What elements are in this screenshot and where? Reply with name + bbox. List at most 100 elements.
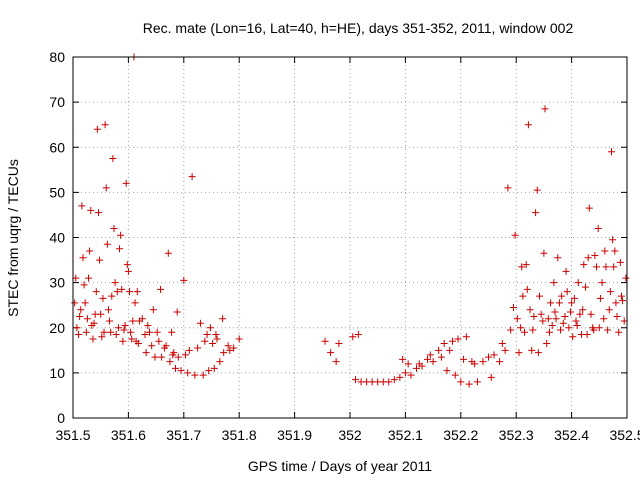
data-point <box>581 283 589 291</box>
data-point <box>574 279 582 287</box>
data-point <box>446 346 454 354</box>
data-point <box>212 331 220 339</box>
data-point <box>203 331 211 339</box>
data-point <box>576 310 584 318</box>
data-point <box>616 258 624 266</box>
data-point <box>579 306 587 314</box>
data-point <box>509 303 517 311</box>
data-point <box>184 369 192 377</box>
y-tick-label: 0 <box>57 410 65 426</box>
data-point <box>607 148 615 156</box>
data-point <box>399 355 407 363</box>
data-point <box>224 342 232 350</box>
data-point <box>532 209 540 217</box>
data-point <box>107 328 115 336</box>
x-tick-label: 352.3 <box>499 427 534 443</box>
data-point <box>97 310 105 318</box>
data-point <box>75 331 83 339</box>
data-point <box>335 340 343 348</box>
data-point <box>443 367 451 375</box>
data-point <box>601 247 609 255</box>
data-point <box>396 373 404 381</box>
data-point <box>235 335 243 343</box>
data-point <box>511 231 519 239</box>
data-point <box>612 299 620 307</box>
data-point <box>129 317 137 325</box>
data-point <box>530 312 538 320</box>
data-point <box>519 292 527 300</box>
data-point <box>600 315 608 323</box>
data-point <box>580 261 588 269</box>
data-point <box>219 315 227 323</box>
y-tick-label: 70 <box>49 94 65 110</box>
data-point <box>568 299 576 307</box>
data-point <box>114 324 122 332</box>
data-point <box>604 326 612 334</box>
data-point <box>141 331 149 339</box>
data-point <box>572 317 580 325</box>
data-point <box>230 344 238 352</box>
data-point <box>110 224 118 232</box>
data-point <box>562 267 570 275</box>
data-point <box>462 333 470 341</box>
data-point <box>487 373 495 381</box>
data-point <box>85 274 93 282</box>
data-point <box>440 340 448 348</box>
data-point <box>524 121 532 129</box>
x-axis-title: GPS time / Days of year 2011 <box>248 458 432 474</box>
data-point <box>473 378 481 386</box>
y-tick-label: 50 <box>49 184 65 200</box>
data-point <box>390 376 398 384</box>
data-point <box>537 310 545 318</box>
data-point <box>124 267 132 275</box>
data-point <box>593 263 601 271</box>
data-point <box>93 125 101 133</box>
data-point <box>407 371 415 379</box>
data-point <box>126 288 134 296</box>
data-point <box>552 315 560 323</box>
data-point <box>518 263 526 271</box>
data-point <box>111 279 119 287</box>
data-point <box>332 358 340 366</box>
plot-frame <box>72 56 628 419</box>
data-point <box>170 349 178 357</box>
data-point <box>210 364 218 372</box>
data-point <box>617 292 625 300</box>
data-point <box>490 351 498 359</box>
chart-title: Rec. mate (Lon=16, Lat=40, h=HE), days 3… <box>143 20 574 36</box>
x-tick-label: 351.5 <box>55 427 90 443</box>
data-point <box>583 331 591 339</box>
data-point <box>134 340 142 348</box>
data-point <box>138 315 146 323</box>
data-point <box>220 349 228 357</box>
data-point <box>522 261 530 269</box>
data-point <box>199 371 207 379</box>
data-point <box>94 209 102 217</box>
data-point <box>73 324 81 332</box>
data-point <box>177 367 185 375</box>
data-point <box>451 371 459 379</box>
data-point <box>515 349 523 357</box>
data-point <box>209 340 217 348</box>
y-tick-label: 10 <box>49 365 65 381</box>
data-point <box>504 184 512 192</box>
data-point <box>155 337 163 345</box>
data-point <box>81 299 89 307</box>
data-point <box>584 254 592 262</box>
data-point <box>188 173 196 181</box>
data-point <box>543 340 551 348</box>
data-point <box>102 184 110 192</box>
data-point <box>566 308 574 316</box>
data-point <box>112 331 120 339</box>
data-point <box>89 335 97 343</box>
data-point <box>87 206 95 214</box>
data-point <box>615 328 623 336</box>
x-tick-label: 352.5 <box>609 427 640 443</box>
x-tick-label: 351.9 <box>277 427 312 443</box>
data-point <box>206 324 214 332</box>
data-point <box>528 346 536 354</box>
data-point <box>196 319 204 327</box>
data-point <box>554 254 562 262</box>
x-tick-label: 351.8 <box>222 427 257 443</box>
data-point <box>557 326 565 334</box>
